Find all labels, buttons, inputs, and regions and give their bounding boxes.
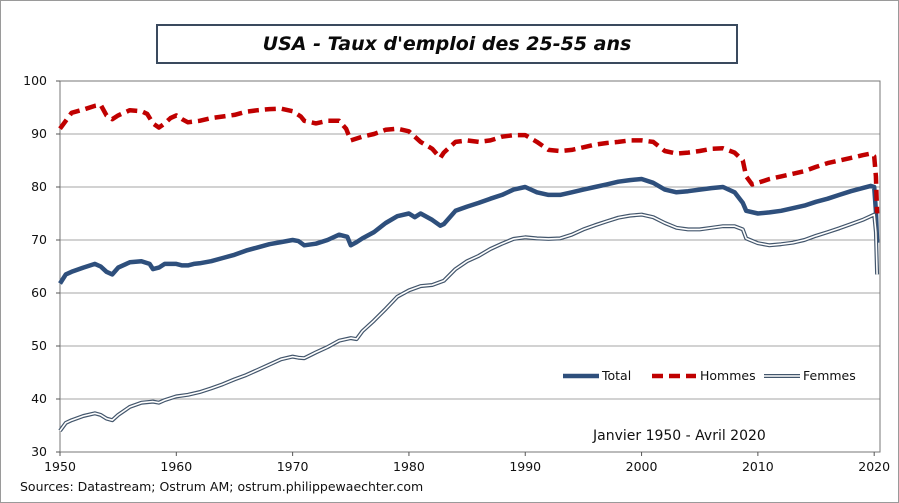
y-axis-ticks: 30 40 50 60 70 80 90 100 [23, 73, 60, 459]
series-group [58, 102, 880, 432]
period-annotation: Janvier 1950 - Avril 2020 [592, 428, 766, 444]
y-tick-label-80: 80 [31, 179, 47, 194]
series-line-femmes [58, 212, 880, 432]
series-line-total [58, 176, 880, 285]
x-tick-label-2010: 2010 [742, 459, 774, 474]
x-tick-label-1970: 1970 [277, 459, 309, 474]
legend-label-femmes: Femmes [803, 368, 856, 383]
x-tick-label-2000: 2000 [626, 459, 658, 474]
y-tick-label-60: 60 [31, 285, 47, 300]
y-tick-label-90: 90 [31, 126, 47, 141]
x-tick-label-1950: 1950 [44, 459, 76, 474]
source-note: Sources: Datastream; Ostrum AM; ostrum.p… [20, 479, 423, 494]
y-tick-label-30: 30 [31, 444, 47, 459]
y-tick-label-40: 40 [31, 391, 47, 406]
x-tick-label-1980: 1980 [393, 459, 425, 474]
x-tick-label-1990: 1990 [509, 459, 541, 474]
x-axis-ticks: 1950 1960 1970 1980 1990 2000 2010 2020 [44, 452, 890, 474]
legend: Total Hommes Femmes [563, 368, 856, 383]
legend-label-total: Total [601, 368, 631, 383]
x-tick-label-2020: 2020 [858, 459, 890, 474]
y-tick-label-70: 70 [31, 232, 47, 247]
series-line-femmes-inner [59, 213, 878, 432]
chart-title: USA - Taux d'emploi des 25-55 ans [156, 24, 738, 64]
y-tick-label-100: 100 [23, 73, 47, 88]
plot-area-border [59, 80, 881, 453]
series-line-hommes [58, 102, 880, 214]
y-tick-label-50: 50 [31, 338, 47, 353]
legend-label-hommes: Hommes [700, 368, 756, 383]
x-tick-label-1960: 1960 [160, 459, 192, 474]
